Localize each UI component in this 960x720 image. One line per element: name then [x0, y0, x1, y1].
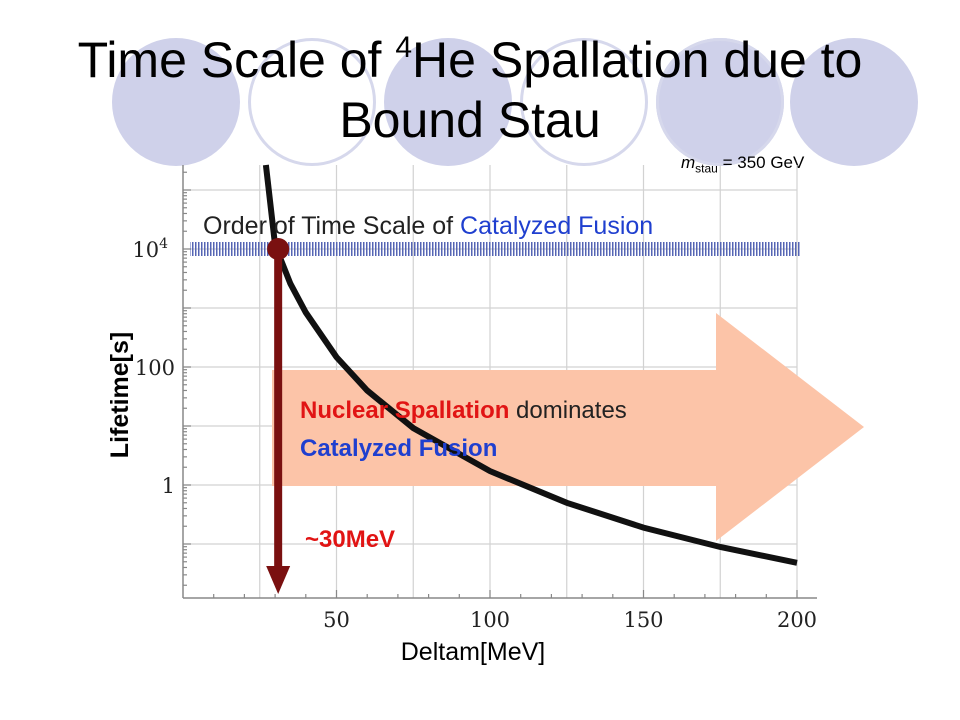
page-title: Time Scale of 4He Spallation due to Bound…	[77, 31, 863, 148]
stau-mass-label: mstau = 350 GeV	[681, 153, 805, 176]
y-tick-label-0: 1	[162, 474, 175, 498]
catalyzed-fusion-line	[190, 242, 800, 256]
x-axis-label: Deltam[MeV]	[401, 638, 545, 666]
reference-line-label: Order of Time Scale of Catalyzed Fusion	[203, 212, 653, 240]
decor-circle-7	[790, 38, 918, 166]
data-curve	[262, 164, 798, 566]
decor-circle-6	[656, 38, 784, 166]
y-tick-label-1: 100	[135, 356, 175, 380]
marker-arrow	[266, 238, 291, 594]
region-label-line2: Catalyzed Fusion	[300, 435, 497, 462]
decor-circle-2	[248, 38, 376, 166]
x-tick-label-0: 50	[323, 608, 350, 632]
axes	[182, 165, 817, 599]
decor-circle-3	[384, 38, 512, 166]
marker-label: ~30MeV	[305, 526, 395, 553]
y-tick-label-2: 104	[132, 236, 168, 262]
marker-arrowhead	[266, 566, 291, 594]
x-tick-label-2: 150	[623, 608, 663, 632]
x-tick-label-3: 200	[777, 608, 817, 632]
decor-circle-1	[112, 38, 240, 166]
region-arrow	[272, 313, 864, 541]
region-label-line1: Nuclear Spallation dominates	[300, 397, 627, 424]
decor-circle-4	[520, 38, 648, 166]
x-tick-label-1: 100	[470, 608, 510, 632]
marker-point	[267, 238, 290, 260]
y-axis-label: Lifetime[s]	[106, 332, 134, 458]
